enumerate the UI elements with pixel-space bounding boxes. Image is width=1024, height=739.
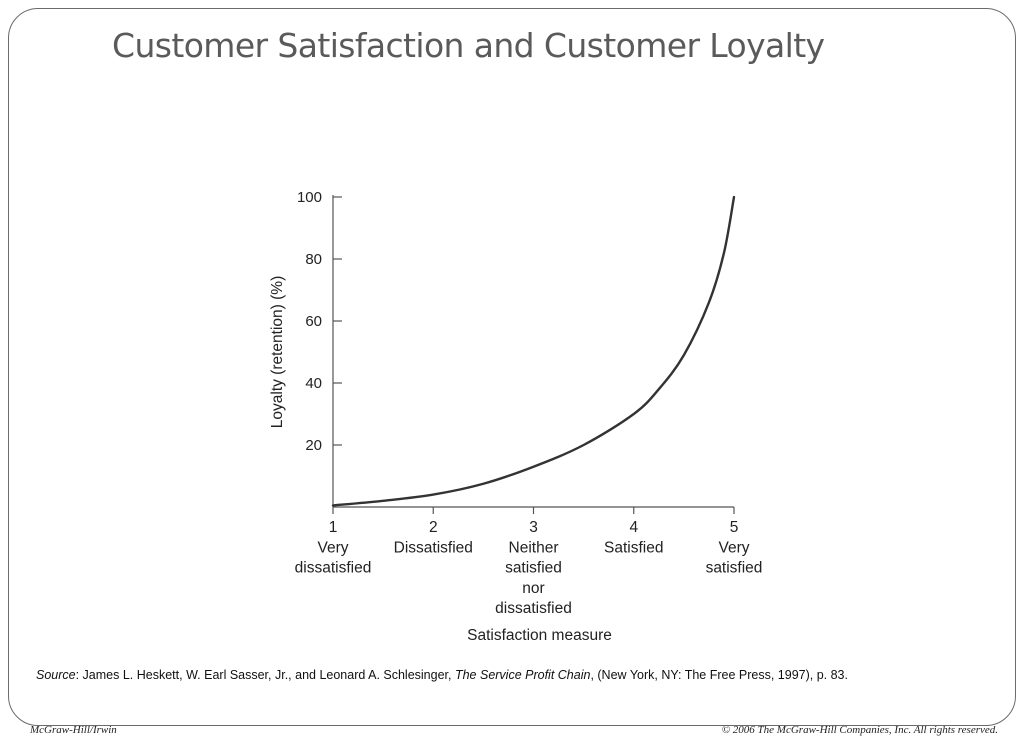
x-tick-label-line: Very <box>718 539 749 556</box>
x-tick-label-line: dissatisfied <box>495 600 572 617</box>
y-tick-label: 100 <box>297 189 322 206</box>
x-tick-label-line: Very <box>317 539 348 556</box>
y-tick-label: 80 <box>305 251 322 268</box>
x-tick-label-line: 4 <box>629 519 638 536</box>
x-tick-label-line: Satisfied <box>604 539 663 556</box>
y-tick-label: 40 <box>305 375 322 392</box>
x-tick-label-line: Dissatisfied <box>394 539 473 556</box>
x-tick-label-line: satisfied <box>706 560 763 577</box>
x-tick-label: 2 Dissatisfied <box>394 519 473 556</box>
footer-copyright: © 2006 The McGraw-Hill Companies, Inc. A… <box>721 724 998 736</box>
source-citation: Source: James L. Heskett, W. Earl Sasser… <box>36 668 996 682</box>
footer-publisher: McGraw-Hill/Irwin <box>30 724 117 736</box>
x-tick-label-line: Neither <box>509 539 559 556</box>
x-axis-label: Satisfaction measure <box>467 627 612 644</box>
source-publication: , (New York, NY: The Free Press, 1997), … <box>590 668 848 682</box>
x-tick-label: 4 Satisfied <box>604 519 663 556</box>
x-tick-label: 5 Very satisfied <box>706 519 763 577</box>
slide-title: Customer Satisfaction and Customer Loyal… <box>112 26 825 65</box>
x-tick-label-line: 2 <box>429 519 438 536</box>
source-label: Source <box>36 668 76 682</box>
loyalty-curve <box>331 195 736 507</box>
x-tick-label-line: nor <box>522 580 544 597</box>
x-tick-label: 3 Neither satisfied nor dissatisfied <box>495 519 572 617</box>
x-tick-label-line: dissatisfied <box>295 560 372 577</box>
source-authors: : James L. Heskett, W. Earl Sasser, Jr.,… <box>75 668 455 682</box>
y-tick-label: 20 <box>305 437 322 454</box>
x-tick-label-line: 3 <box>529 519 538 536</box>
x-tick-label-line: satisfied <box>505 560 562 577</box>
y-tick-label: 60 <box>305 313 322 330</box>
x-tick-label: 1 Very dissatisfied <box>295 519 372 577</box>
y-axis-label: Loyalty (retention) (%) <box>269 276 286 428</box>
x-tick-label-line: 5 <box>730 519 739 536</box>
x-tick-label-line: 1 <box>329 519 338 536</box>
slide-frame <box>8 8 1016 726</box>
source-book-title: The Service Profit Chain <box>454 668 591 682</box>
